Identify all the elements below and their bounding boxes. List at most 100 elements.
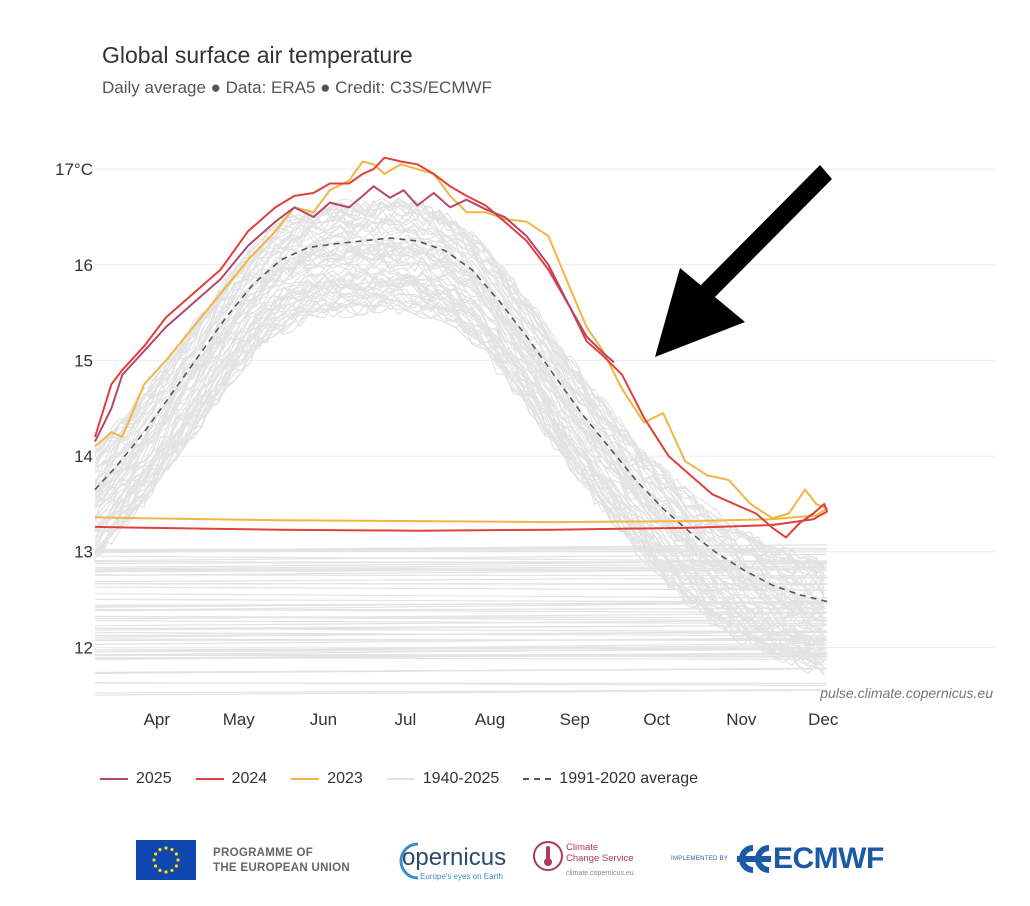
x-tick-label: Oct: [643, 710, 670, 729]
historical-line: [95, 285, 825, 657]
legend-label-2025: 2025: [136, 770, 172, 787]
y-tick-label: 13: [74, 543, 93, 562]
historical-annual-line: [95, 598, 827, 603]
legend-swatch-2025: [100, 778, 128, 780]
historical-annual-line: [95, 602, 827, 607]
c3s-text-line1: Climate: [566, 842, 599, 853]
historical-annual-line: [95, 593, 827, 599]
historical-annual-line: [95, 577, 827, 583]
x-tick-label: May: [223, 710, 256, 729]
x-tick-label: Nov: [726, 710, 757, 729]
y-tick-label: 14: [74, 447, 93, 466]
eu-star: [170, 848, 174, 852]
legend-item-2023[interactable]: 2023: [291, 770, 363, 788]
historical-line: [95, 205, 825, 583]
y-tick-label: 16: [74, 256, 93, 275]
x-tick-label: Sep: [560, 710, 590, 729]
footer-logos: PROGRAMME OF THE EUROPEAN UNION opernicu…: [0, 830, 1030, 890]
series-line-2024: [94, 156, 828, 539]
historical-annual-line: [95, 574, 827, 577]
historical-line: [95, 197, 825, 568]
historical-annual-line: [95, 667, 827, 674]
chart-title: Global surface air temperature: [102, 42, 413, 68]
historical-annual-line: [95, 689, 827, 696]
watermark-text: pulse.climate.copernicus.eu: [819, 685, 993, 701]
historical-line: [95, 293, 825, 665]
historical-lines-layer: [95, 197, 827, 696]
tick-label-layer: 17°C 16 15 14 13 12 Apr May Jun Jul Aug Sep Oct Nov De…: [55, 160, 839, 729]
historical-annual-line: [95, 619, 827, 627]
legend-item-1940-2025[interactable]: 1940-2025: [386, 770, 500, 788]
historical-annual-line: [95, 638, 827, 642]
y-tick-label: 12: [74, 638, 93, 657]
series-line-2023: [94, 160, 828, 524]
eu-star: [154, 864, 158, 868]
eu-text-line1: PROGRAMME OF: [213, 847, 314, 859]
historical-annual-line: [95, 553, 827, 562]
historical-annual-line: [95, 549, 827, 552]
historical-line: [95, 241, 825, 620]
legend-swatch-average: [523, 778, 552, 780]
copernicus-word: opernicus: [402, 844, 507, 871]
y-tick-label: 17°C: [55, 160, 93, 179]
eu-star: [158, 848, 162, 852]
historical-annual-line: [95, 563, 827, 570]
y-tick-label: 15: [74, 351, 93, 370]
eu-star: [174, 864, 178, 868]
x-tick-label: Jul: [395, 710, 417, 729]
historical-line: [95, 256, 825, 634]
legend-label-2024: 2024: [231, 770, 268, 787]
c3s-text-line2: Change Service: [566, 853, 634, 864]
series-line-2025: [94, 185, 615, 443]
historical-line: [95, 229, 825, 605]
historical-line: [95, 280, 825, 654]
historical-line: [95, 201, 825, 575]
legend-item-2024[interactable]: 2024: [195, 770, 268, 788]
c3s-logo[interactable]: Climate Change Service climate.copernicu…: [532, 836, 652, 884]
eu-star: [174, 852, 178, 856]
historical-annual-line: [95, 565, 827, 571]
arrow-shaft: [700, 165, 832, 300]
legend-label-average: 1991-2020 average: [559, 770, 699, 787]
series-layer: [94, 156, 828, 603]
legend-swatch-2024: [195, 778, 224, 780]
eu-programme-text: PROGRAMME OF THE EUROPEAN UNION: [213, 846, 350, 876]
eu-star: [176, 858, 180, 862]
legend-swatch-1940-2025: [386, 778, 415, 780]
historical-annual-line: [95, 624, 827, 630]
historical-annual-line: [95, 607, 827, 612]
x-tick-label: Dec: [808, 710, 839, 729]
copernicus-c-icon: [399, 842, 419, 880]
eu-star: [154, 852, 158, 856]
copernicus-logo[interactable]: opernicus Europe's eyes on Earth: [388, 836, 508, 884]
historical-annual-line: [95, 620, 827, 625]
implemented-by-text: IMPLEMENTED BY: [671, 856, 729, 862]
legend-item-2025[interactable]: 2025: [100, 770, 172, 788]
legend-label-1940-2025: 1940-2025: [422, 770, 500, 787]
legend-item-average[interactable]: 1991-2020 average: [523, 770, 698, 788]
series-line-1991-2020-average: [94, 237, 828, 603]
eu-star: [152, 858, 156, 862]
eu-star: [164, 870, 168, 874]
ecmwf-logo[interactable]: ECMWF: [733, 842, 903, 876]
eu-flag-icon: [136, 840, 196, 880]
historical-line: [95, 275, 825, 651]
historical-annual-line: [95, 630, 827, 638]
historical-annual-line: [95, 569, 827, 573]
chart-legend: 2025 2024 2023 1940-2025 1991-2020 avera…: [100, 770, 722, 788]
eu-star: [164, 846, 168, 850]
historical-line: [95, 243, 825, 612]
historical-line: [95, 280, 825, 652]
historical-annual-line: [95, 647, 827, 656]
legend-swatch-2023: [291, 778, 320, 780]
annotation-arrow: [655, 165, 832, 357]
eu-star: [170, 868, 174, 872]
x-tick-label: Jun: [310, 710, 337, 729]
historical-annual-line: [95, 615, 827, 622]
historical-annual-line: [95, 555, 827, 563]
thermometer-icon: [533, 841, 563, 871]
copernicus-tagline: Europe's eyes on Earth: [420, 872, 503, 881]
historical-annual-line: [95, 586, 827, 591]
legend-label-2023: 2023: [327, 770, 363, 787]
